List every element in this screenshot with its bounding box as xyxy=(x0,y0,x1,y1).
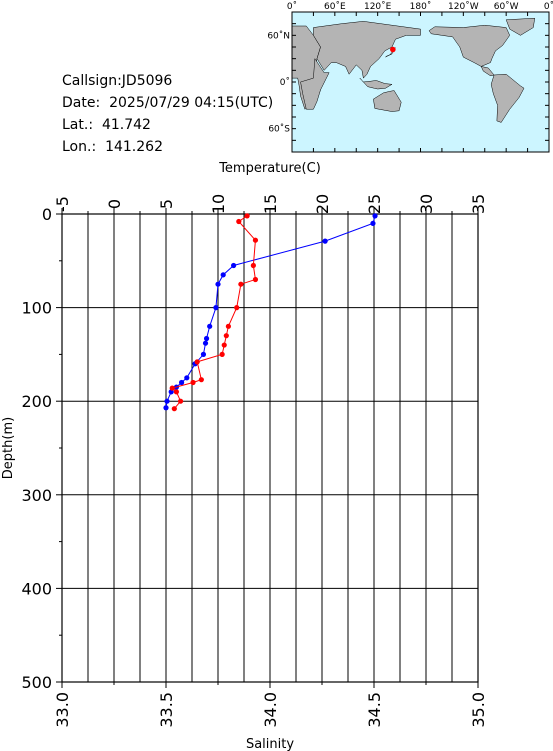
map-lon-label: 120˚W xyxy=(448,1,479,12)
salinity-tick-label: 34.0 xyxy=(261,692,280,728)
salinity-point xyxy=(173,389,179,395)
land-japan xyxy=(385,47,396,58)
temperature-point xyxy=(372,213,378,219)
salinity-point xyxy=(171,406,177,412)
depth-tick-label: 300 xyxy=(21,486,52,505)
map-lon-label: 180˚ xyxy=(410,1,432,12)
temperature-point xyxy=(207,323,213,329)
land-central-america xyxy=(480,66,495,77)
lon-value: 141.262 xyxy=(105,139,163,155)
salinity-point xyxy=(252,276,259,283)
map-lon-label: 0˚ xyxy=(287,1,297,12)
map-lon-label: 0˚ xyxy=(544,1,553,12)
land-eurasia xyxy=(313,21,421,79)
lon-row: Lon.: 141.262 xyxy=(62,136,273,158)
land-indonesia xyxy=(359,77,393,90)
depth-tick-label: 100 xyxy=(21,299,52,318)
temperature-point xyxy=(179,379,185,386)
land-north-america xyxy=(428,24,511,67)
temperature-axis-label: Temperature(C) xyxy=(218,161,321,176)
temperature-point xyxy=(213,305,219,311)
salinity-point xyxy=(244,213,250,219)
temperature-tick-label: 30 xyxy=(417,194,436,214)
lat-label: Lat.: xyxy=(62,117,94,133)
temperature-point xyxy=(203,335,210,342)
temperature-point xyxy=(220,272,226,278)
salinity-point xyxy=(236,218,242,225)
salinity-tick-label: 33.0 xyxy=(53,692,72,728)
salinity-point xyxy=(252,237,259,243)
depth-axis-label: Depth(m) xyxy=(1,417,16,479)
temperature-tick-label: 25 xyxy=(365,194,384,214)
salinity-tick-label: 34.5 xyxy=(365,692,384,728)
salinity-point xyxy=(219,351,225,357)
salinity-point xyxy=(194,359,200,365)
date-label: Date: xyxy=(62,95,101,111)
salinity-point xyxy=(223,333,229,339)
salinity-point xyxy=(225,323,231,329)
land-greenland xyxy=(505,17,536,36)
map-lat-label: 0˚ xyxy=(280,77,290,88)
lat-row: Lat.: 41.742 xyxy=(62,114,273,136)
salinity-point xyxy=(234,305,240,311)
temperature-point xyxy=(370,220,376,226)
map-lon-label: 60˚W xyxy=(494,1,519,12)
temperature-tick-label: -5 xyxy=(53,196,72,212)
salinity-point xyxy=(190,379,196,386)
depth-tick-label: 400 xyxy=(21,579,52,598)
temperature-point xyxy=(202,340,209,346)
salinity-point xyxy=(221,342,227,348)
lat-value: 41.742 xyxy=(101,117,151,133)
temperature-tick-label: 15 xyxy=(261,194,280,214)
map-lon-label: 120˚E xyxy=(364,1,392,12)
temperature-tick-label: 5 xyxy=(157,199,176,209)
lon-label: Lon.: xyxy=(62,139,97,155)
depth-tick-label: 500 xyxy=(21,673,52,692)
temperature-point xyxy=(322,238,328,244)
temperature-tick-label: 0 xyxy=(105,199,124,209)
salinity-point xyxy=(198,377,204,383)
land-south-america xyxy=(490,73,525,123)
salinity-point xyxy=(169,385,175,391)
salinity-axis-label: Salinity xyxy=(246,737,294,751)
salinity-tick-label: 35.0 xyxy=(469,692,488,728)
depth-tick-label: 200 xyxy=(21,392,52,411)
date-value: 2025/07/29 04:15(UTC) xyxy=(109,95,274,111)
station-marker xyxy=(390,46,396,53)
callsign-row: Callsign:JD5096 xyxy=(62,70,273,92)
station-info: Callsign:JD5096 Date: 2025/07/29 04:15(U… xyxy=(62,70,273,158)
salinity-point xyxy=(238,281,244,287)
callsign-value: JD5096 xyxy=(121,73,173,89)
land-africa-east xyxy=(300,57,330,110)
temperature-profile-line xyxy=(165,215,376,408)
map-lat-label: 60˚S xyxy=(268,124,290,135)
temperature-point xyxy=(231,262,237,269)
map-lon-label: 60˚E xyxy=(324,1,346,12)
temperature-tick-label: 10 xyxy=(209,194,228,214)
land-australia xyxy=(373,90,402,112)
temperature-point xyxy=(200,351,207,357)
depth-tick-label: 0 xyxy=(42,205,52,224)
temperature-point xyxy=(163,405,169,411)
callsign-label: Callsign: xyxy=(62,73,122,89)
temperature-tick-label: 20 xyxy=(313,194,332,214)
salinity-point xyxy=(177,398,184,404)
temperature-point xyxy=(215,281,221,287)
salinity-tick-label: 33.5 xyxy=(157,692,176,728)
temperature-point xyxy=(184,375,190,381)
date-row: Date: 2025/07/29 04:15(UTC) xyxy=(62,92,273,114)
salinity-point xyxy=(250,262,256,269)
map-lat-label: 60˚N xyxy=(267,30,290,41)
temperature-tick-label: 35 xyxy=(469,194,488,214)
temperature-point xyxy=(164,398,170,404)
